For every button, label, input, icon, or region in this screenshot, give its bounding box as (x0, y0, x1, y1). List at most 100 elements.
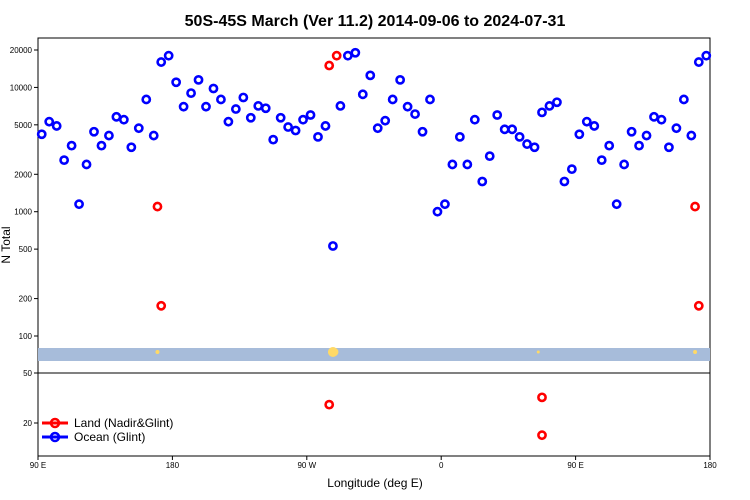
ocean-point (671, 123, 682, 134)
ocean-point (619, 159, 630, 170)
y-tick-label: 5000 (14, 121, 32, 130)
ocean-point (417, 126, 428, 137)
upper-plot-frame (37, 37, 711, 374)
ocean-point (649, 111, 659, 122)
ocean-point (357, 89, 368, 100)
ocean-point (626, 126, 637, 137)
ocean-point (201, 101, 211, 112)
legend-ocean-label: Ocean (Glint) (74, 430, 145, 444)
legend-ocean-marker (49, 431, 61, 443)
ocean-point (425, 94, 435, 105)
chart-title: 50S-45S March (Ver 11.2) 2014-09-06 to 2… (185, 13, 566, 30)
y-tick-label: 10000 (10, 83, 33, 92)
ocean-point (59, 155, 70, 166)
ocean-point (148, 130, 159, 141)
x-tick-label: 90 E (30, 461, 46, 470)
land-band-marker (155, 350, 160, 354)
ocean-point (686, 130, 697, 141)
ocean-point (507, 124, 518, 135)
y-tick-label: 20000 (10, 46, 33, 55)
ocean-point (641, 130, 652, 141)
ocean-point (36, 129, 47, 140)
ocean-point (440, 199, 450, 210)
ocean-point (678, 94, 689, 105)
ocean-point (387, 94, 398, 105)
ocean-point (499, 124, 510, 135)
ocean-point (559, 176, 570, 187)
y-axis: 50 100 200 500 1000 2000 5000 10000 20000 20 (10, 46, 38, 428)
ocean-point (447, 159, 458, 170)
ocean-point (223, 116, 234, 127)
ocean-point (395, 74, 406, 85)
y-tick-label: 100 (19, 332, 33, 341)
ocean-point (268, 134, 279, 145)
ocean-point (193, 74, 204, 85)
ocean-point (544, 101, 555, 111)
ocean-point (454, 131, 465, 142)
ocean-point (634, 140, 644, 151)
ocean-point (104, 130, 114, 141)
ocean-point (589, 121, 600, 131)
ocean-point (163, 50, 174, 61)
x-tick-label: 90 W (297, 461, 316, 470)
land-point (324, 60, 335, 71)
ocean-point (118, 114, 129, 125)
lower-plot-frame (37, 372, 711, 457)
land-band-marker (330, 348, 339, 356)
ocean-point (260, 103, 271, 114)
y-tick-label: 50 (23, 369, 32, 378)
ocean-point (290, 125, 301, 136)
legend-land-label: Land (Nadir&Glint) (74, 416, 173, 430)
ocean-point (462, 159, 473, 170)
land-point (331, 50, 342, 61)
ocean-point (298, 114, 308, 125)
ocean-point (469, 114, 480, 125)
ocean-point (477, 176, 488, 187)
x-axis: 90 E 180 90 W 0 90 E 180 (30, 456, 717, 470)
chart-marks (36, 47, 712, 441)
land-band-marker (693, 350, 698, 354)
x-tick-label: 180 (703, 461, 717, 470)
ocean-point (664, 142, 674, 153)
ocean-point (342, 50, 353, 61)
ocean-point (141, 94, 152, 105)
ocean-point (492, 110, 503, 120)
ocean-point (171, 77, 182, 88)
ocean-point (253, 101, 264, 111)
ocean-point (230, 104, 241, 114)
ocean-point (372, 123, 383, 134)
ocean-point (133, 123, 144, 134)
y-tick-label: 2000 (14, 170, 32, 179)
ocean-point (313, 131, 323, 142)
y-tick-label: 500 (19, 245, 33, 254)
land-point (690, 201, 700, 212)
land-point (152, 201, 163, 212)
lower-panel (37, 372, 711, 457)
land-point (693, 300, 704, 311)
y-tick-label: 200 (19, 295, 33, 304)
ocean-point (66, 140, 77, 151)
ocean-point (410, 109, 420, 119)
ocean-point (238, 92, 249, 103)
ocean-point (305, 110, 316, 120)
ocean-point (178, 101, 189, 112)
x-tick-label: 180 (166, 461, 180, 470)
ocean-point (81, 159, 92, 170)
ocean-point (350, 47, 361, 58)
ocean-point (611, 199, 622, 210)
y-axis-label: N Total (0, 226, 13, 263)
ocean-point (283, 122, 294, 132)
ocean-point (320, 121, 331, 131)
y-tick-label: 1000 (14, 208, 32, 217)
ocean-point (656, 114, 667, 125)
ocean-point (111, 111, 122, 122)
ocean-point (51, 121, 62, 131)
ocean-point (96, 140, 107, 151)
x-axis-label: Longitude (deg E) (327, 476, 422, 490)
ocean-point (186, 88, 196, 99)
ocean-point (89, 126, 99, 137)
ocean-point (402, 101, 413, 112)
ocean-point (156, 57, 167, 67)
ocean-point (581, 116, 592, 127)
